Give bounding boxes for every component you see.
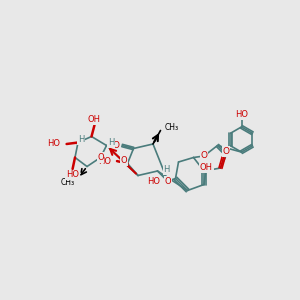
Text: H: H xyxy=(108,138,114,147)
Text: HO: HO xyxy=(66,170,79,179)
Text: CH₃: CH₃ xyxy=(60,178,74,187)
Text: O: O xyxy=(200,152,208,160)
Text: O: O xyxy=(97,153,104,162)
Text: H: H xyxy=(164,165,170,174)
Text: H: H xyxy=(78,135,84,144)
Text: OH: OH xyxy=(200,164,213,172)
Text: O: O xyxy=(120,156,127,165)
Text: CH₃: CH₃ xyxy=(165,123,179,132)
Text: HO: HO xyxy=(48,140,61,148)
Text: O: O xyxy=(165,177,171,186)
Text: HO: HO xyxy=(98,157,111,166)
Text: HO: HO xyxy=(148,177,160,186)
Text: HO: HO xyxy=(235,110,248,119)
Text: O: O xyxy=(112,141,120,150)
Text: O: O xyxy=(222,147,230,156)
Text: OH: OH xyxy=(88,116,101,124)
